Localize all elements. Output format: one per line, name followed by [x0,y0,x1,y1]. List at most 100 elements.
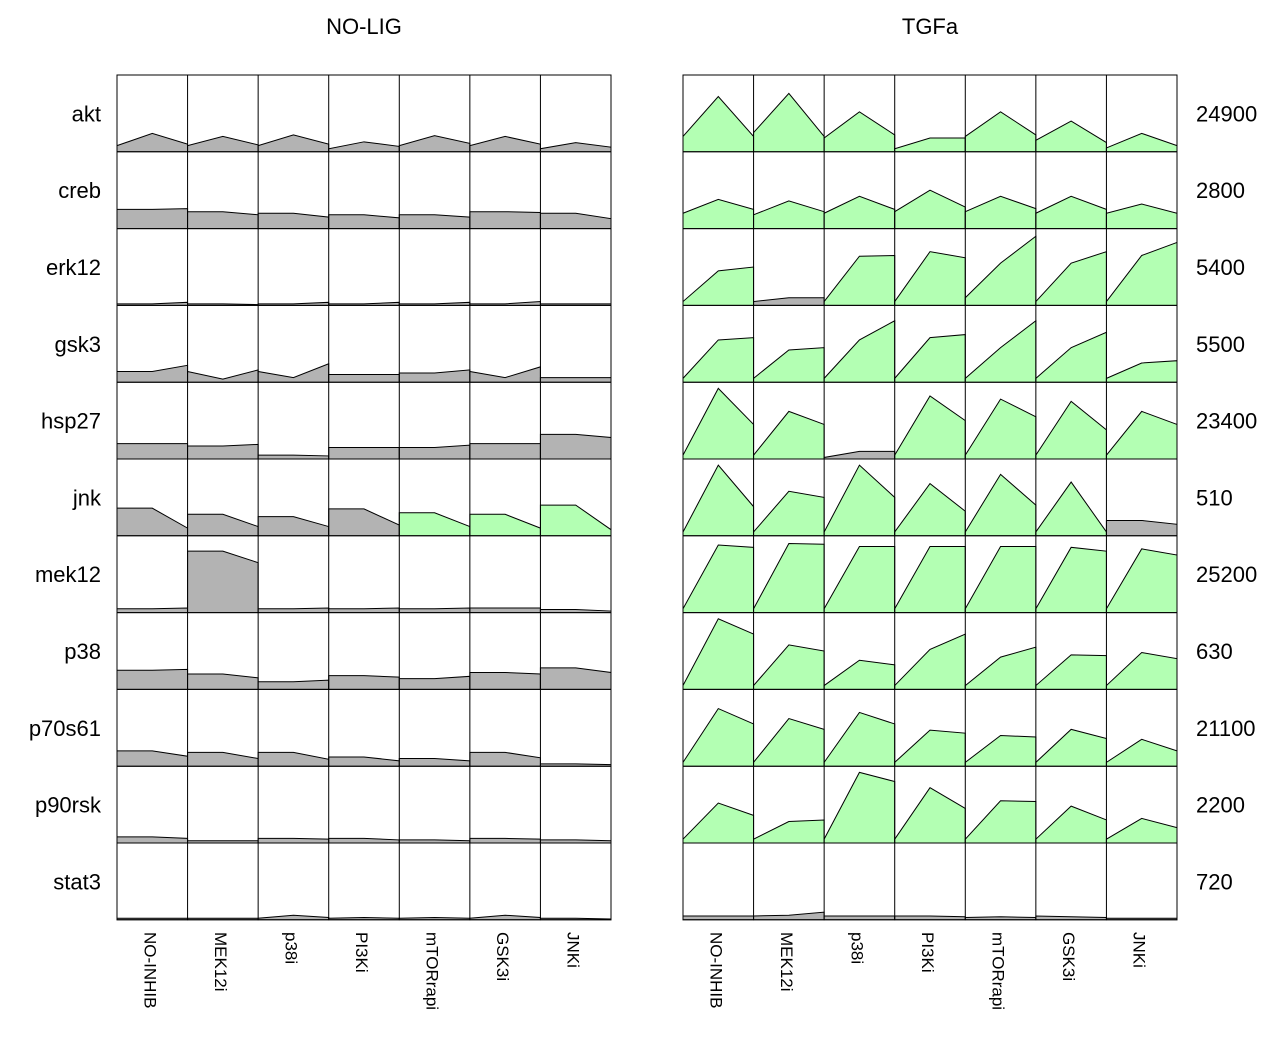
area-NO-LIG-gsk3-JNKi [539,377,612,383]
area-NO-LIG-p70s61-p38i [257,751,330,767]
area-TGFa-mek12-MEK12i [753,542,825,614]
area-TGFa-gsk3-PI3Ki [894,334,966,383]
area-TGFa-p90rsk-JNKi [1105,817,1178,844]
area-NO-LIG-jnk-mTORrapi [398,512,471,537]
area-NO-LIG-hsp27-PI3Ki [328,446,400,460]
area-TGFa-stat3-MEK12i [753,911,825,921]
column-label: GSK3i [1059,932,1078,981]
area-NO-LIG-p38-p38i [257,679,330,690]
area-NO-LIG-mek12-GSK3i [469,607,541,614]
area-NO-LIG-erk12-GSK3i [469,301,541,306]
area-TGFa-gsk3-p38i [823,319,896,383]
row-label: gsk3 [55,332,101,357]
area-NO-LIG-creb-mTORrapi [398,214,471,230]
area-TGFa-creb-JNKi [1105,203,1178,230]
area-TGFa-erk12-p38i [823,254,896,306]
area-NO-LIG-creb-NO-INHIB [116,208,189,230]
row-label: akt [72,101,101,126]
area-TGFa-p70s61-JNKi [1105,738,1178,767]
area-TGFa-stat3-GSK3i [1035,915,1107,921]
column-label: p38i [847,932,866,964]
area-TGFa-jnk-NO-INHIB [682,464,755,537]
area-TGFa-gsk3-mTORrapi [964,319,1037,383]
area-TGFa-erk12-JNKi [1105,241,1178,306]
area-TGFa-hsp27-MEK12i [753,410,825,460]
area-TGFa-jnk-p38i [823,464,896,537]
panel-title: NO-LIG [326,14,402,39]
area-TGFa-akt-PI3Ki [894,137,966,153]
column-label: JNKi [1130,932,1149,968]
row-max-label: 720 [1196,869,1233,894]
area-TGFa-gsk3-GSK3i [1035,331,1107,383]
area-TGFa-akt-GSK3i [1035,120,1107,153]
area-NO-LIG-p38-PI3Ki [328,675,400,690]
area-TGFa-p38-PI3Ki [894,633,966,690]
row-max-label: 2200 [1196,793,1245,818]
area-TGFa-p90rsk-PI3Ki [894,787,966,844]
area-TGFa-creb-GSK3i [1035,195,1107,230]
area-NO-LIG-akt-NO-INHIB [116,132,189,153]
area-TGFa-p70s61-PI3Ki [894,729,966,767]
area-TGFa-gsk3-JNKi [1105,360,1178,383]
area-NO-LIG-hsp27-GSK3i [469,443,541,460]
area-NO-LIG-mek12-p38i [257,607,330,614]
row-label: mek12 [35,562,101,587]
row-label: p90rsk [35,793,102,818]
area-NO-LIG-mek12-mTORrapi [398,607,471,614]
area-TGFa-p70s61-MEK12i [753,718,825,767]
area-TGFa-creb-p38i [823,195,896,230]
area-TGFa-erk12-NO-INHIB [682,266,755,306]
column-label: NO-INHIB [140,932,159,1009]
panel-title: TGFa [902,14,959,39]
area-TGFa-p90rsk-GSK3i [1035,805,1107,844]
area-TGFa-p90rsk-mTORrapi [964,800,1037,844]
area-TGFa-creb-MEK12i [753,200,825,230]
area-TGFa-jnk-MEK12i [753,490,825,537]
area-TGFa-stat3-NO-INHIB [682,915,755,921]
area-NO-LIG-p90rsk-GSK3i [469,837,541,844]
area-NO-LIG-stat3-p38i [257,914,330,921]
area-NO-LIG-akt-PI3Ki [328,141,400,153]
column-label: PI3Ki [352,932,371,973]
area-NO-LIG-gsk3-PI3Ki [328,374,400,383]
area-TGFa-hsp27-GSK3i [1035,400,1107,460]
area-NO-LIG-p70s61-MEK12i [187,751,259,767]
row-max-label: 5400 [1196,255,1245,280]
area-NO-LIG-akt-mTORrapi [398,135,471,153]
area-NO-LIG-akt-JNKi [539,142,612,153]
area-TGFa-jnk-JNKi [1105,519,1178,537]
area-NO-LIG-jnk-p38i [257,516,330,537]
area-TGFa-akt-mTORrapi [964,111,1037,153]
column-label: JNKi [564,932,583,968]
area-NO-LIG-hsp27-MEK12i [187,443,259,460]
column-label: p38i [281,932,300,964]
area-TGFa-hsp27-PI3Ki [894,395,966,460]
area-TGFa-hsp27-JNKi [1105,410,1178,460]
area-TGFa-p38-mTORrapi [964,646,1037,690]
area-TGFa-erk12-GSK3i [1035,250,1107,306]
area-NO-LIG-p90rsk-PI3Ki [328,837,400,844]
area-TGFa-p90rsk-p38i [823,771,896,844]
area-NO-LIG-jnk-PI3Ki [328,508,400,537]
area-TGFa-p38-NO-INHIB [682,618,755,690]
area-TGFa-p38-JNKi [1105,652,1178,690]
area-NO-LIG-p38-NO-INHIB [116,668,189,690]
row-max-label: 24900 [1196,101,1257,126]
area-TGFa-p70s61-p38i [823,711,896,767]
area-TGFa-erk12-MEK12i [753,297,825,306]
column-label: mTORrapi [423,932,442,1010]
area-NO-LIG-stat3-GSK3i [469,914,541,921]
area-NO-LIG-jnk-MEK12i [187,513,259,537]
area-TGFa-p70s61-NO-INHIB [682,707,755,767]
area-NO-LIG-akt-MEK12i [187,135,259,153]
row-max-label: 21100 [1196,716,1256,741]
column-label: mTORrapi [989,932,1008,1010]
column-label: PI3Ki [918,932,937,973]
area-TGFa-p90rsk-MEK12i [753,819,825,844]
column-label: NO-INHIB [706,932,725,1009]
area-TGFa-hsp27-NO-INHIB [682,387,755,460]
area-TGFa-p38-p38i [823,659,896,690]
area-TGFa-mek12-GSK3i [1035,546,1107,614]
area-TGFa-akt-JNKi [1105,132,1178,153]
